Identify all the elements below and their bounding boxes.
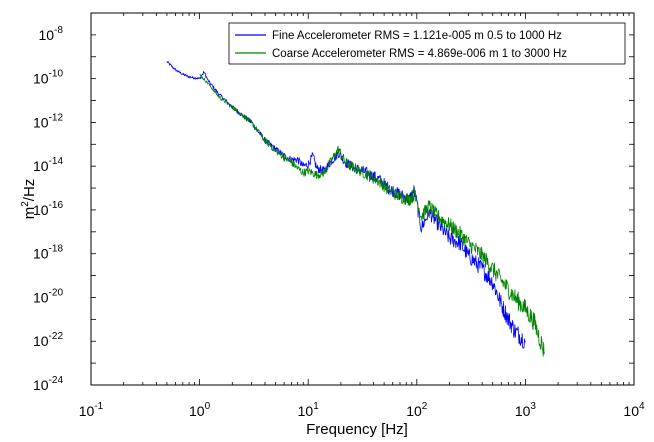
y-tick-label: 10-8 — [39, 25, 64, 43]
series-line-1 — [199, 73, 545, 357]
legend-label-fine: Fine Accelerometer RMS = 1.121e-005 m 0.… — [272, 30, 562, 42]
series-line-0 — [166, 61, 526, 349]
y-tick-label: 10-24 — [33, 375, 63, 393]
x-tick-label: 10-1 — [79, 401, 104, 419]
legend: Fine Accelerometer RMS = 1.121e-005 m 0.… — [228, 22, 626, 65]
x-tick-label: 104 — [623, 401, 645, 419]
x-tick-label: 100 — [189, 401, 211, 419]
series-layer — [166, 61, 545, 357]
y-tick-label: 10-12 — [33, 112, 63, 130]
y-axis: 10-8 10-10 10-12 10-14 10-16 10-18 10-20 10-22 1… — [33, 12, 634, 393]
y-tick-label: 10-10 — [33, 69, 63, 87]
x-tick-label: 103 — [515, 401, 537, 419]
y-tick-label: 10-20 — [33, 287, 63, 305]
x-tick-label: 102 — [406, 401, 428, 419]
x-axis-title: Frequency [Hz] — [306, 421, 408, 438]
legend-box — [228, 22, 626, 65]
legend-label-coarse: Coarse Accelerometer RMS = 4.869e-006 m … — [272, 48, 567, 60]
x-axis: 10-1 100 101 102 103 104 — [79, 13, 645, 419]
x-tick-label: 101 — [298, 401, 320, 419]
y-axis-title: m2/Hz — [20, 179, 38, 220]
y-tick-label: 10-14 — [33, 156, 63, 174]
y-tick-label: 10-18 — [33, 244, 63, 262]
y-tick-label: 10-22 — [33, 331, 63, 349]
plot-frame — [90, 12, 635, 386]
y-tick-label: 10-16 — [33, 200, 63, 218]
